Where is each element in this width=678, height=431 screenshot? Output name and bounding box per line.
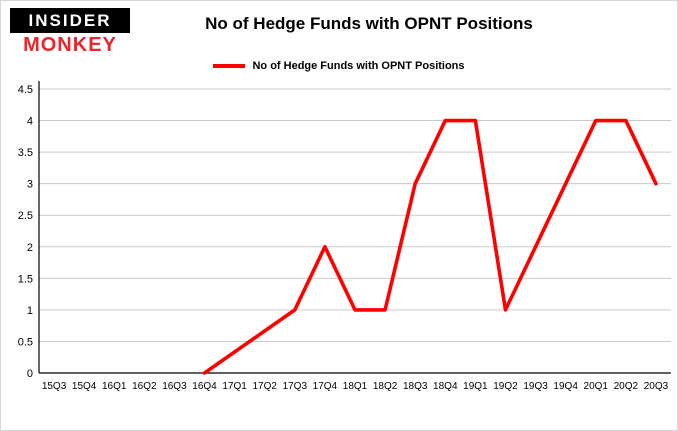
x-tick-label: 17Q4 bbox=[313, 381, 338, 392]
y-tick-label: 2 bbox=[27, 242, 33, 254]
y-tick-label: 0 bbox=[27, 368, 33, 380]
x-tick-label: 16Q2 bbox=[132, 381, 157, 392]
x-tick-label: 19Q3 bbox=[523, 381, 548, 392]
logo-monkey-text: MONKEY bbox=[23, 34, 117, 56]
y-axis-tick-labels: 0 0.5 1 1.5 2 2.5 3 3.5 4 4.5 bbox=[18, 84, 33, 380]
axes bbox=[38, 81, 671, 374]
y-tick-label: 4.5 bbox=[18, 84, 33, 96]
x-tick-label: 20Q3 bbox=[644, 381, 669, 392]
x-tick-label: 17Q3 bbox=[283, 381, 308, 392]
x-tick-label: 20Q1 bbox=[584, 381, 609, 392]
x-tick-label: 15Q3 bbox=[42, 381, 67, 392]
insider-monkey-logo: INSIDER MONKEY bbox=[10, 8, 130, 57]
x-tick-label: 15Q4 bbox=[72, 381, 97, 392]
y-tick-label: 1 bbox=[27, 305, 33, 317]
chart-title: No of Hedge Funds with OPNT Positions bbox=[205, 14, 533, 33]
y-tick-label: 2.5 bbox=[18, 210, 33, 222]
y-tick-label: 4 bbox=[27, 116, 33, 128]
x-tick-label: 20Q2 bbox=[614, 381, 639, 392]
series-line-hedge-fund-positions bbox=[202, 118, 658, 375]
legend-line-marker bbox=[213, 64, 246, 68]
x-tick-label: 16Q4 bbox=[192, 381, 217, 392]
y-tick-label: 3 bbox=[27, 179, 33, 191]
x-tick-label: 19Q4 bbox=[553, 381, 578, 392]
legend: No of Hedge Funds with OPNT Positions bbox=[1, 60, 677, 72]
logo-insider-text: INSIDER bbox=[10, 8, 130, 33]
x-tick-label: 16Q3 bbox=[162, 381, 187, 392]
y-tick-label: 0.5 bbox=[18, 336, 33, 348]
gridlines bbox=[39, 88, 671, 374]
x-tick-label: 16Q1 bbox=[102, 381, 127, 392]
x-tick-label: 18Q3 bbox=[403, 381, 428, 392]
x-axis-tick-labels: 15Q3 15Q4 16Q1 16Q2 16Q3 16Q4 17Q1 17Q2 17Q3 17Q4… bbox=[42, 381, 669, 392]
x-tick-label: 18Q2 bbox=[373, 381, 398, 392]
x-tick-label: 18Q1 bbox=[343, 381, 368, 392]
x-tick-label: 17Q1 bbox=[222, 381, 247, 392]
legend-label: No of Hedge Funds with OPNT Positions bbox=[252, 60, 465, 72]
x-tick-label: 18Q4 bbox=[433, 381, 458, 392]
y-tick-label: 3.5 bbox=[18, 147, 33, 159]
x-tick-label: 17Q2 bbox=[252, 381, 277, 392]
y-tick-label: 1.5 bbox=[18, 273, 33, 285]
x-tick-label: 19Q1 bbox=[463, 381, 488, 392]
x-tick-label: 19Q2 bbox=[493, 381, 518, 392]
